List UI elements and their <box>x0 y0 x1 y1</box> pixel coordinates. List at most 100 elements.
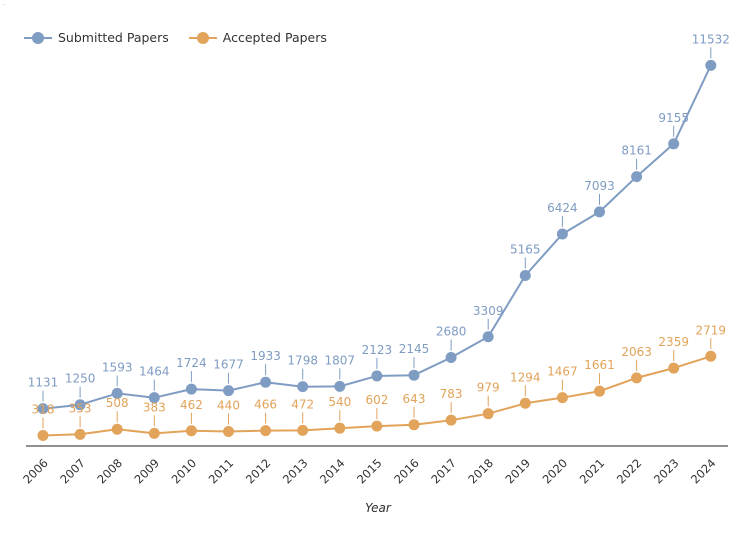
x-axis-title: Year <box>365 501 392 515</box>
accepted-data-label: 643 <box>403 392 426 406</box>
submitted-point <box>148 392 160 404</box>
accepted-point <box>631 372 643 384</box>
submitted-data-label: 2145 <box>399 342 430 356</box>
x-tick-label: 2020 <box>540 456 571 487</box>
submitted-point <box>668 138 680 150</box>
accepted-point <box>519 397 531 409</box>
submitted-data-label: 1250 <box>65 372 96 386</box>
accepted-data-label: 462 <box>180 398 203 412</box>
accepted-point <box>223 425 234 437</box>
submitted-data-label: 2123 <box>362 343 393 357</box>
accepted-point <box>334 422 346 434</box>
x-tick-label: 2023 <box>651 456 682 487</box>
accepted-data-label: 1661 <box>584 358 615 372</box>
accepted-data-label: 466 <box>254 398 277 412</box>
accepted-data-label: 383 <box>143 400 166 414</box>
legend-swatch-accepted <box>188 31 217 44</box>
x-tick-label: 2015 <box>354 456 385 487</box>
x-tick-label: 2007 <box>57 456 88 487</box>
x-tick-label: 2018 <box>465 456 496 487</box>
submitted-data-label: 1724 <box>176 356 207 370</box>
accepted-data-label: 440 <box>217 398 240 412</box>
submitted-point <box>111 387 123 399</box>
submitted-point <box>37 403 49 415</box>
accepted-data-label: 602 <box>365 393 388 407</box>
submitted-data-label: 5165 <box>510 243 541 257</box>
accepted-point <box>148 427 160 439</box>
accepted-point <box>37 430 49 442</box>
accepted-data-label: 2719 <box>696 323 727 337</box>
accepted-point <box>185 425 197 437</box>
x-tick-label: 2014 <box>317 456 348 487</box>
submitted-point <box>482 331 494 343</box>
submitted-point <box>705 59 717 71</box>
submitted-data-label: 3309 <box>473 304 504 318</box>
submitted-point <box>556 228 568 240</box>
submitted-point <box>594 206 605 218</box>
x-tick-label: 2012 <box>243 456 274 487</box>
submitted-point <box>408 369 420 381</box>
accepted-point <box>111 423 123 435</box>
submitted-data-label: 1593 <box>102 360 133 374</box>
submitted-point <box>519 270 531 282</box>
submitted-data-label: 2680 <box>436 325 467 339</box>
legend-swatch-submitted <box>24 31 52 44</box>
submitted-data-label: 1131 <box>28 376 59 390</box>
legend-label-accepted: Accepted Papers <box>222 30 327 45</box>
legend: Submitted Papers Accepted Papers <box>24 30 327 45</box>
submitted-point <box>445 352 457 364</box>
submitted-data-label: 7093 <box>584 179 615 193</box>
corner-dot: . <box>3 0 5 7</box>
accepted-data-label: 2359 <box>658 335 689 349</box>
x-tick-label: 2016 <box>391 456 422 487</box>
legend-label-submitted: Submitted Papers <box>58 30 169 45</box>
accepted-point <box>705 350 717 362</box>
accepted-point <box>297 424 309 436</box>
submitted-data-label: 1798 <box>287 354 318 368</box>
accepted-point <box>371 420 383 432</box>
submitted-point <box>334 380 346 392</box>
accepted-point <box>668 362 680 374</box>
accepted-data-label: 1294 <box>510 370 541 384</box>
x-tick-label: 2019 <box>503 456 534 487</box>
accepted-data-label: 783 <box>440 387 463 401</box>
submitted-point <box>185 383 197 395</box>
accepted-point <box>74 428 86 440</box>
accepted-data-label: 508 <box>106 396 129 410</box>
accepted-point <box>482 408 494 420</box>
x-tick-label: 2024 <box>688 456 719 487</box>
submitted-point <box>74 399 86 411</box>
submitted-data-label: 1677 <box>213 358 244 372</box>
accepted-data-label: 318 <box>32 403 55 417</box>
accepted-data-label: 472 <box>291 397 314 411</box>
x-tick-label: 2021 <box>577 456 608 487</box>
accepted-data-label: 540 <box>328 395 351 409</box>
submitted-data-label: 6424 <box>547 201 578 215</box>
accepted-data-label: 979 <box>477 381 500 395</box>
x-tick-label: 2008 <box>94 456 125 487</box>
submitted-point <box>631 171 643 183</box>
submitted-data-label: 1807 <box>325 353 356 367</box>
series-layer: 1131 1250 1593 1464 1724 1677 1933 1798 1807 2123… <box>28 32 730 442</box>
x-tick-label: 2010 <box>169 456 200 487</box>
accepted-point <box>408 419 420 431</box>
x-tick-label: 2011 <box>206 456 237 487</box>
accepted-point <box>445 414 457 426</box>
submitted-data-label: 9155 <box>658 111 689 125</box>
accepted-point <box>260 425 272 437</box>
submitted-point <box>297 381 309 393</box>
legend-item-submitted: Submitted Papers <box>24 30 169 45</box>
x-tick-label: 2022 <box>614 456 645 487</box>
accepted-data-label: 2063 <box>621 345 652 359</box>
submitted-data-label: 1464 <box>139 365 170 379</box>
x-tick-label: 2013 <box>280 456 311 487</box>
x-tick-label: 2006 <box>20 456 51 487</box>
accepted-point <box>594 385 605 397</box>
accepted-data-label: 1467 <box>547 365 578 379</box>
submitted-data-label: 1933 <box>250 349 281 363</box>
accepted-point <box>556 392 568 404</box>
legend-item-accepted: Accepted Papers <box>188 30 327 45</box>
submitted-data-label: 11532 <box>692 32 730 46</box>
x-tick-label: 2017 <box>428 456 459 487</box>
